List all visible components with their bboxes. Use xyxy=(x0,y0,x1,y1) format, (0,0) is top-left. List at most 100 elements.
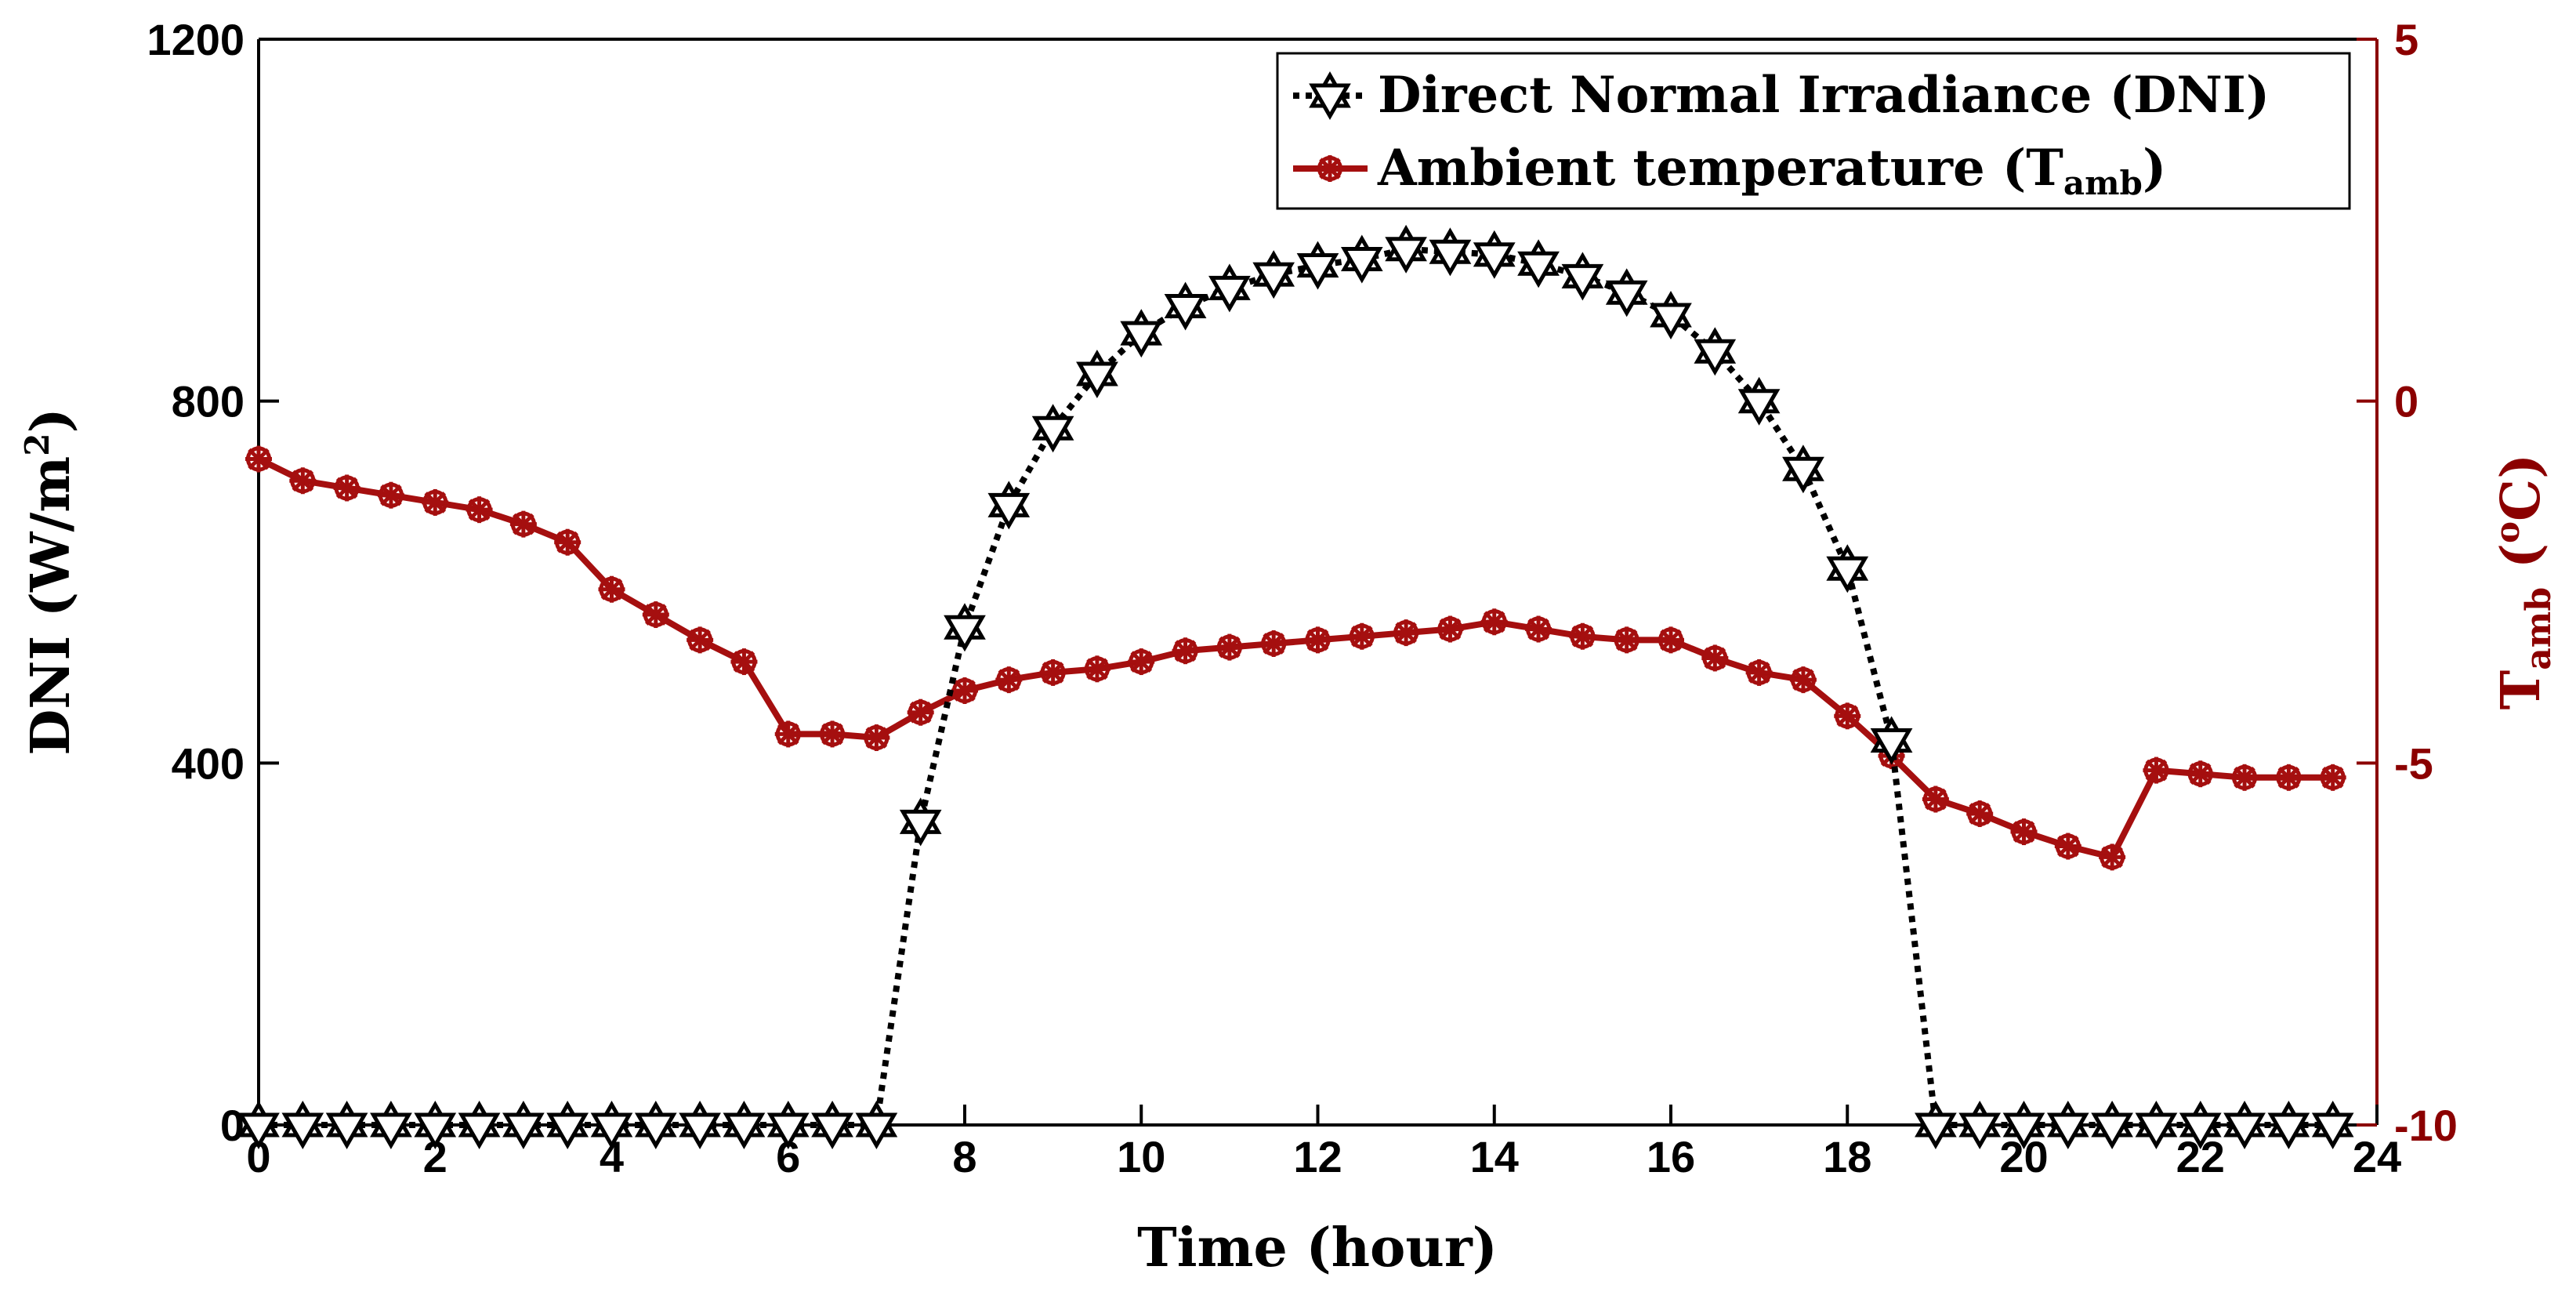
tamb-point xyxy=(1569,622,1596,650)
tamb-point xyxy=(2319,764,2346,791)
tamb-point xyxy=(1789,666,1817,694)
dni-point xyxy=(458,1101,501,1149)
dni-point xyxy=(634,1100,677,1150)
tamb-point xyxy=(245,445,272,473)
x-tick-label: 18 xyxy=(1823,1132,1871,1181)
tamb-point xyxy=(687,626,714,654)
x-tick-label: 12 xyxy=(1293,1132,1342,1181)
dni-point xyxy=(944,603,986,652)
left-y-axis-label: DNI (W/m2) xyxy=(18,408,82,755)
right-y-tick-label: 0 xyxy=(2394,377,2418,426)
right-y-axis-label: Tamb (oC) xyxy=(2488,454,2559,710)
tamb-point xyxy=(951,677,978,704)
tamb-point xyxy=(289,467,317,495)
dni-point xyxy=(1031,404,1074,453)
tamb-point xyxy=(2054,833,2081,860)
legend-dni-marker xyxy=(1309,71,1351,121)
dni-point xyxy=(2311,1100,2354,1150)
dni-point xyxy=(766,1101,810,1149)
dni-point xyxy=(1340,234,1383,284)
dni-point xyxy=(1076,350,1118,398)
tamb-point xyxy=(2143,757,2170,784)
right-y-tick-label: -5 xyxy=(2394,738,2433,788)
tamb-point xyxy=(333,474,360,502)
dni-point xyxy=(1915,1100,1957,1150)
dni-point xyxy=(325,1100,368,1150)
tamb-point xyxy=(2099,844,2126,871)
tamb-point xyxy=(1834,702,1861,730)
tamb-point xyxy=(1260,630,1288,657)
tamb-point xyxy=(466,496,493,524)
left-y-label-sup: 2 xyxy=(18,434,56,456)
dni-point xyxy=(281,1100,324,1150)
x-tick-label: 8 xyxy=(952,1132,976,1181)
dni-point xyxy=(1473,230,1516,279)
tamb-point xyxy=(377,481,404,509)
dni-point xyxy=(1958,1100,2002,1150)
dni-point xyxy=(370,1101,412,1149)
legend-dni-label: Direct Normal Irradiance (DNI) xyxy=(1378,66,2270,125)
tamb-point xyxy=(1128,648,1155,676)
legend-tamb-label-sub: amb xyxy=(2063,164,2143,202)
series-layer xyxy=(237,224,2354,1150)
tamb-point xyxy=(1745,659,1773,686)
dni-point xyxy=(1164,281,1207,331)
dni-point xyxy=(723,1101,766,1149)
dni-point xyxy=(679,1100,721,1150)
right-y-label-sup: o xyxy=(2488,521,2527,543)
tamb-point xyxy=(1701,644,1729,672)
x-tick-label: 24 xyxy=(2353,1132,2401,1181)
dni-point xyxy=(1252,250,1295,299)
tamb-point xyxy=(2275,764,2302,791)
dni-point xyxy=(1296,241,1339,290)
right-y-label-main: T xyxy=(2490,670,2552,710)
tamb-point xyxy=(2187,760,2214,788)
right-y-tick-label: 5 xyxy=(2394,15,2418,64)
right-y-label-tail: C) xyxy=(2490,454,2552,521)
dni-point xyxy=(2002,1100,2045,1150)
tamb-point xyxy=(1348,622,1375,650)
tamb-point xyxy=(1966,800,1994,827)
tamb-point xyxy=(1525,615,1552,643)
legend-tamb-label-main: Ambient temperature (T xyxy=(1377,139,2063,198)
dni-point xyxy=(1385,224,1427,274)
tamb-point xyxy=(1216,633,1243,661)
tamb-point xyxy=(1437,615,1464,643)
dni-point xyxy=(855,1100,898,1150)
dni-point xyxy=(1429,227,1472,277)
dni-point xyxy=(899,797,942,847)
left-y-label-tail: ) xyxy=(20,408,82,433)
tamb-point xyxy=(598,575,625,603)
dni-point xyxy=(546,1100,589,1150)
dni-point xyxy=(502,1100,545,1150)
dni-point xyxy=(1737,376,1781,426)
tamb-point xyxy=(774,720,802,748)
dni-point xyxy=(2223,1101,2266,1149)
tamb-point xyxy=(1922,786,1949,813)
tamb-point xyxy=(819,720,846,748)
left-y-ticks: 0 400 800 1200 xyxy=(147,15,279,1150)
dni-point xyxy=(2267,1100,2310,1150)
tamb-point xyxy=(1172,637,1199,665)
tamb-point xyxy=(907,698,934,726)
dni-point xyxy=(1782,444,1824,494)
tamb-point xyxy=(422,488,449,516)
tamb-point xyxy=(1480,608,1508,636)
left-y-tick-label: 1200 xyxy=(147,15,245,64)
left-y-tick-label: 800 xyxy=(172,377,245,426)
legend: Direct Normal Irradiance (DNI) Ambient t… xyxy=(1276,52,2351,210)
tamb-point xyxy=(2010,818,2038,846)
tamb-point xyxy=(1039,659,1067,686)
dni-point xyxy=(1561,252,1604,301)
tamb-point xyxy=(1304,626,1331,654)
dni-point xyxy=(2091,1100,2133,1150)
dni-point xyxy=(811,1101,853,1149)
left-y-tick-label: 400 xyxy=(172,738,245,788)
dni-point xyxy=(1650,290,1692,340)
dni-point xyxy=(414,1101,457,1149)
tamb-point xyxy=(1658,626,1684,654)
tamb-point xyxy=(642,601,669,629)
x-tick-label: 10 xyxy=(1117,1132,1165,1181)
tamb-point xyxy=(1393,619,1420,647)
